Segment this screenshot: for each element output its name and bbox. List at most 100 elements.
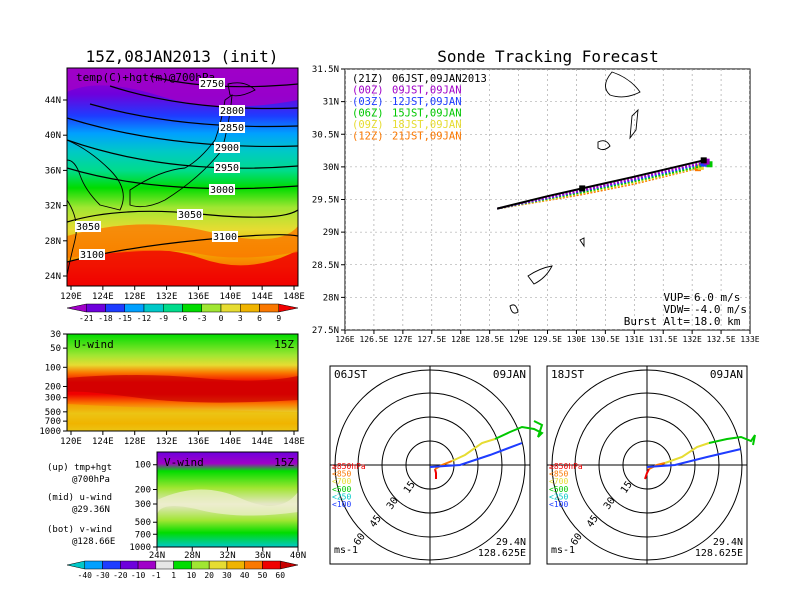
track-mid-marker: [579, 185, 586, 192]
track-x-tick-label: 129.5E: [533, 335, 562, 344]
track-x-tick-label: 127E: [393, 335, 412, 344]
contour-label: 3100: [213, 232, 237, 243]
v-y-tick-label: 200: [135, 486, 151, 496]
contour-label-bg: [214, 142, 240, 153]
contour-label: 2750: [200, 79, 224, 90]
u-lower-band: [67, 404, 298, 431]
colorbar-tick-label: -21: [79, 314, 94, 323]
temp-texture: [67, 68, 298, 286]
u-wind-time: 15Z: [274, 338, 294, 351]
colorbar-swatch: [105, 303, 125, 313]
hodograph-segment: [646, 448, 742, 468]
v-x-tick-label: 32N: [219, 551, 235, 561]
track-x-ticks: 126E 126.5E 127E 127.5E 128E 128.5E 129E 129.5E…: [335, 330, 760, 344]
u-x-tick-label: 124E: [92, 437, 114, 447]
colorbar-swatch: [163, 303, 183, 313]
u-x-tick-label: 144E: [251, 437, 273, 447]
tanegashima-coast: [629, 108, 639, 140]
hodograph-time: 18JST: [551, 368, 584, 381]
colorbar-tick-label: 9: [276, 314, 281, 323]
hodograph-segment: [434, 468, 437, 479]
side-note-sub: @700hPa: [72, 475, 110, 485]
hodograph-lat: 29.4N: [496, 537, 526, 548]
track-x-tick-label: 126E: [335, 335, 354, 344]
v-y-tick-label: 300: [135, 500, 151, 510]
track-x-tick-label: 126.5E: [359, 335, 388, 344]
track-x-tick-label: 130E: [567, 335, 586, 344]
temp-panel-title: 15Z,08JAN2013 (init): [86, 47, 279, 66]
temp-field-label: temp(C)+hgt(m)@700hPa: [76, 71, 215, 84]
track-legend-time: 21JST,09JAN: [392, 131, 462, 143]
hodograph-lat: 29.4N: [713, 537, 743, 548]
colorbar-tick-label: -3: [197, 314, 207, 323]
contour-label-bg: [209, 184, 235, 195]
v-wind-panel: V-wind 15Z 24N 28N 32N 36N 40N 100 200 300 500 7…: [66, 451, 306, 580]
u-wind-frame: [66, 333, 299, 432]
hodograph-units: ms-1: [334, 545, 358, 556]
v-colorbar-tick-label: 20: [204, 571, 214, 580]
hodograph-segment-outer: [494, 420, 544, 440]
v-colorbar-tick-label: 50: [258, 571, 268, 580]
hodograph-date: 09JAN: [493, 368, 526, 381]
v-colorbar-tick-label: 10: [187, 571, 197, 580]
track-x-tick-label: 131E: [625, 335, 644, 344]
kikai-coast: [579, 237, 585, 248]
v-x-tick-label: 28N: [184, 551, 200, 561]
v-y-ticks: 100 200 300 500 700 1000: [129, 461, 157, 553]
side-note-tag: (bot) v-wind: [47, 525, 112, 535]
u-y-tick-label: 1000: [39, 427, 61, 437]
temp-y-tick-label: 28N: [45, 237, 61, 247]
u-x-tick-label: 136E: [188, 437, 210, 447]
temp-x-tick-label: 136E: [188, 292, 210, 302]
v-colorbar-swatch: [137, 560, 157, 570]
side-note-sub: @128.66E: [72, 537, 115, 547]
temp-x-tick-label: 132E: [156, 292, 178, 302]
track-panel: Sonde Tracking Forecast (21Z) 06JST,09JAN…: [312, 47, 760, 344]
track-y-tick-label: 27.5N: [312, 326, 339, 336]
track-legend-code: (21Z): [352, 73, 384, 85]
colorbar-swatch: [143, 303, 164, 313]
contour-label-bg: [79, 249, 105, 260]
u-x-tick-label: 128E: [124, 437, 146, 447]
track-legend-time: 12JST,09JAN: [392, 96, 462, 108]
asia-coast: [67, 199, 77, 276]
v-colorbar-swatch: [66, 560, 86, 570]
track-x-tick-label: 133E: [740, 335, 759, 344]
v-colorbar-swatch: [102, 560, 121, 570]
u-y-tick-label: 100: [45, 363, 61, 373]
colorbar-swatch: [240, 303, 260, 313]
track-line: [497, 167, 699, 210]
side-notes: (up) tmp+hgt @700hPa (mid) u-wind @29.36N (b…: [47, 463, 115, 547]
colorbar-swatch: [201, 303, 222, 313]
v-colorbar-tick-label: 40: [240, 571, 250, 580]
contour-label-bg: [214, 162, 240, 173]
track-legend-time: 18JST,09JAN: [392, 119, 462, 131]
track-legend-code: (12Z): [352, 131, 384, 143]
track-y-tick-label: 28N: [323, 293, 339, 303]
v-colorbar-swatch: [120, 560, 139, 570]
track-legend: (21Z) 06JST,09JAN2013 (00Z) 09JST,09JAN (03Z…: [352, 73, 487, 143]
contour-labels: 2750 2800 2850 2900 2950 3000 3050 3050 3100 3100: [75, 78, 245, 261]
track-title: Sonde Tracking Forecast: [437, 47, 659, 66]
korea-coast: [67, 139, 124, 211]
colorbar-swatch: [124, 303, 145, 313]
colorbar-swatch: [66, 303, 87, 313]
hodograph-legend-item: <500: [549, 485, 568, 494]
u-jet-core: [67, 375, 298, 403]
colorbar-tick-label: 6: [257, 314, 262, 323]
u-y-tick-label: 200: [45, 382, 61, 392]
track-y-tick-label: 29N: [323, 228, 339, 238]
u-x-tick-label: 120E: [60, 437, 82, 447]
track-params: VUP= 6.0 m/s VDW= -4.0 m/s Burst Alt= 18…: [624, 291, 747, 328]
track-legend-time: 09JST,09JAN: [392, 85, 462, 97]
colorbar-tick-label: -18: [98, 314, 113, 323]
kyushu-coast: [605, 71, 641, 98]
u-wind-label: U-wind: [74, 338, 114, 351]
track-line: [497, 165, 702, 210]
coastlines: [67, 82, 256, 276]
hodograph-legend-item: ≥850hPa: [332, 462, 366, 471]
contour-label: 2950: [215, 163, 239, 174]
hodograph-legend-item: <700: [332, 477, 351, 486]
